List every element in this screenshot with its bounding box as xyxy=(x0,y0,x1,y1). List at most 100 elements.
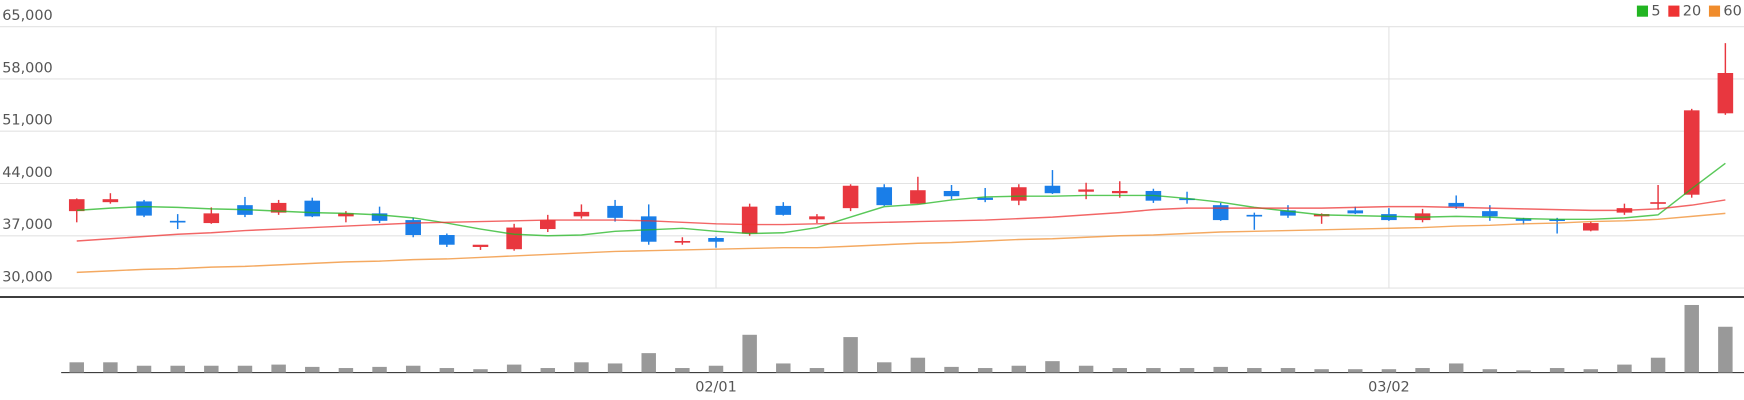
legend-swatch xyxy=(1636,5,1649,17)
candle-body xyxy=(1583,223,1599,231)
volume-bar xyxy=(641,353,656,373)
legend-label: 20 xyxy=(1683,4,1701,20)
volume-bar xyxy=(1179,368,1195,373)
candle-body xyxy=(741,206,758,234)
legend-swatch xyxy=(1708,5,1721,17)
candle-body xyxy=(674,240,691,243)
volume-bar xyxy=(473,369,488,373)
volume-bar xyxy=(170,365,185,373)
volume-bar xyxy=(1247,368,1262,373)
candle-body xyxy=(1683,110,1700,195)
volume-bar xyxy=(1684,304,1699,373)
volume-bar xyxy=(809,368,825,373)
volume-bar xyxy=(1381,369,1397,373)
y-tick-label: 51,000 xyxy=(2,113,53,129)
legend-label: 5 xyxy=(1651,4,1660,20)
candle-body xyxy=(809,216,825,220)
candle-body xyxy=(1549,219,1565,222)
candle-body xyxy=(1482,211,1498,217)
candle-body xyxy=(169,220,186,223)
volume-bar xyxy=(944,366,959,373)
volume-bar xyxy=(607,363,623,373)
candle-body xyxy=(640,216,657,242)
volume-bar xyxy=(237,365,253,373)
candle-body xyxy=(1448,202,1464,207)
candle-body xyxy=(1212,205,1229,221)
candle-body xyxy=(775,205,792,215)
volume-bar xyxy=(1448,363,1464,373)
volume-bar xyxy=(1482,369,1498,373)
volume-bar xyxy=(1516,370,1531,373)
candle-body xyxy=(270,202,287,213)
volume-bar xyxy=(776,363,791,373)
volume-bar xyxy=(1078,365,1094,373)
volume-bar xyxy=(204,365,219,373)
candle-body xyxy=(1347,210,1364,214)
candle-body xyxy=(1717,73,1734,114)
candle-body xyxy=(977,197,993,200)
candle-body xyxy=(102,199,119,203)
candle-body xyxy=(1280,210,1296,216)
candle-body xyxy=(1515,218,1532,221)
volume-bar xyxy=(1112,368,1127,373)
volume-bar xyxy=(1280,368,1296,373)
y-tick-label: 58,000 xyxy=(2,60,53,76)
volume-bar xyxy=(977,368,993,373)
candle-body xyxy=(910,190,926,204)
volume-bar xyxy=(1415,368,1430,373)
candle-body xyxy=(304,200,321,217)
x-tick-label: 02/01 xyxy=(695,380,737,396)
y-tick-label: 37,000 xyxy=(2,217,53,233)
volume-bar xyxy=(136,365,152,373)
volume-bar xyxy=(103,362,118,373)
candle-body xyxy=(472,244,489,247)
volume-bar xyxy=(1213,366,1228,373)
candle-body xyxy=(1078,189,1094,192)
volume-bar xyxy=(574,362,589,373)
volume-bar xyxy=(1348,369,1363,373)
volume-bar xyxy=(742,334,757,373)
volume-bar xyxy=(439,368,455,373)
legend-swatch xyxy=(1668,5,1680,17)
volume-bar xyxy=(506,364,522,373)
volume-bar xyxy=(708,365,724,373)
volume-bar xyxy=(271,364,286,373)
volume-bar xyxy=(372,366,387,373)
candle-body xyxy=(371,213,388,221)
candle-body xyxy=(607,205,623,218)
y-tick-label: 30,000 xyxy=(2,269,53,285)
volume-bar xyxy=(540,368,556,373)
x-tick-label: 03/02 xyxy=(1368,380,1410,396)
legend-label: 60 xyxy=(1723,4,1741,20)
volume-bar xyxy=(1549,368,1565,373)
volume-bar xyxy=(338,368,354,373)
ma-line xyxy=(76,212,1726,274)
volume-bar xyxy=(1650,357,1666,373)
y-tick-label: 65,000 xyxy=(2,8,53,24)
volume-bar xyxy=(675,368,690,373)
candle-body xyxy=(1111,190,1128,194)
candle-body xyxy=(1246,214,1263,217)
volume-bar xyxy=(305,366,320,373)
ma-line xyxy=(76,199,1726,242)
candle-body xyxy=(842,185,859,209)
candle-body xyxy=(1650,202,1666,204)
candle-body xyxy=(506,227,522,250)
volume-bar xyxy=(1583,369,1599,373)
candle-body xyxy=(943,190,960,197)
candle-body xyxy=(573,211,590,217)
volume-bar xyxy=(1011,365,1027,373)
volume-bar xyxy=(1045,361,1060,373)
candle-body xyxy=(1011,187,1027,201)
y-tick-label: 44,000 xyxy=(2,165,53,181)
volume-bar xyxy=(405,365,421,373)
candle-body xyxy=(708,238,724,242)
volume-bar xyxy=(1146,368,1161,373)
candle-body xyxy=(338,213,354,217)
candle-body xyxy=(136,201,152,216)
candle-body xyxy=(203,213,220,224)
candle-body xyxy=(1044,185,1061,194)
volume-bar xyxy=(69,362,84,373)
